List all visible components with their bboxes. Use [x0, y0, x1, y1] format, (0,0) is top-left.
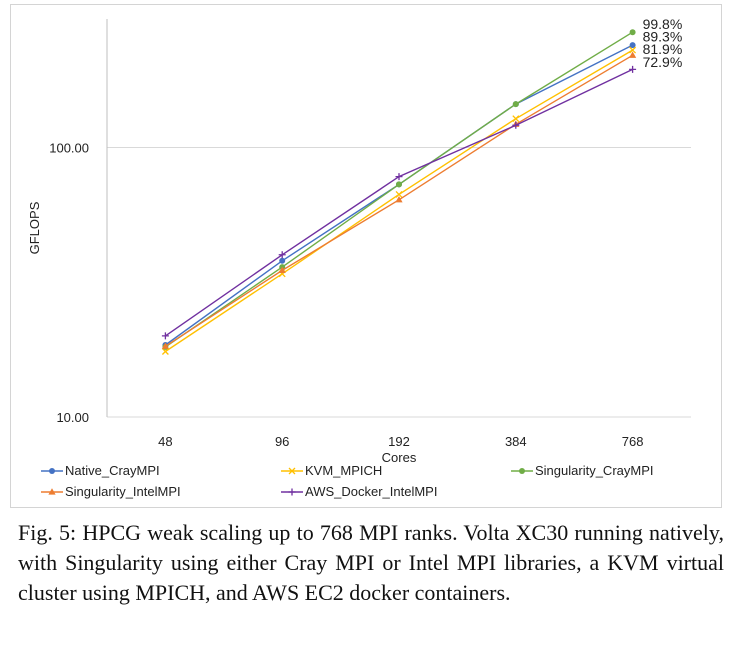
x-tick-label: 192	[388, 434, 410, 449]
legend-label: AWS_Docker_IntelMPI	[305, 484, 437, 499]
series-line	[165, 68, 633, 337]
chart-frame: 10.00 100.00 48 96 192 384 768 Cores GFLOPS 99.8…	[10, 4, 722, 508]
data-point	[278, 251, 286, 259]
series-singularity-intelmpi	[161, 51, 637, 349]
label-layer: 99.8%89.3%81.9%72.9%	[643, 16, 683, 70]
data-point	[396, 181, 402, 188]
legend-marker	[48, 488, 56, 495]
data-point	[161, 342, 169, 349]
series-aws-docker-intelmpi	[161, 65, 637, 340]
series-line	[165, 31, 633, 348]
data-point	[629, 42, 636, 49]
data-point	[629, 51, 637, 58]
data-point	[395, 173, 403, 181]
data-point	[395, 190, 403, 198]
legend-item: Native_CrayMPI	[41, 463, 160, 478]
x-tick-label: 768	[622, 434, 644, 449]
x-tick-label: 96	[275, 434, 289, 449]
y-tick-label: 10.00	[56, 410, 89, 425]
data-point	[279, 257, 286, 264]
legend-item: AWS_Docker_IntelMPI	[281, 484, 437, 499]
axis-layer: 10.00 100.00 48 96 192 384 768 Cores GFLOPS	[27, 19, 643, 465]
y-axis-title: GFLOPS	[27, 201, 42, 254]
efficiency-label: 89.3%	[643, 29, 683, 45]
legend-label: Native_CrayMPI	[65, 463, 160, 478]
legend-marker	[519, 468, 525, 474]
legend-label: Singularity_CrayMPI	[535, 463, 654, 478]
data-point	[629, 46, 637, 54]
data-point	[629, 65, 637, 73]
legend-marker	[49, 468, 55, 474]
data-point	[161, 332, 169, 340]
grid-layer	[107, 147, 691, 418]
x-tick-label: 384	[505, 434, 527, 449]
efficiency-label: 72.9%	[643, 54, 683, 70]
legend-item: Singularity_CrayMPI	[511, 463, 654, 478]
legend-marker	[288, 488, 296, 496]
hpcg-scaling-chart: 10.00 100.00 48 96 192 384 768 Cores GFLOPS 99.8…	[27, 16, 691, 499]
legend-item: KVM_MPICH	[281, 463, 382, 478]
legend-marker	[288, 467, 296, 475]
legend: Native_CrayMPI KVM_MPICH Singularity_CrayM…	[41, 463, 654, 499]
x-axis-title: Cores	[382, 450, 417, 465]
series-layer	[161, 29, 637, 355]
data-point	[512, 115, 520, 123]
data-point	[512, 101, 519, 108]
y-tick-label: 100.00	[49, 141, 89, 156]
data-point	[395, 195, 403, 203]
efficiency-label: 81.9%	[643, 41, 683, 57]
figure-caption: Fig. 5: HPCG weak scaling up to 768 MPI …	[18, 520, 724, 605]
efficiency-label: 99.8%	[643, 16, 683, 32]
data-point	[161, 348, 169, 355]
data-point	[512, 121, 520, 129]
legend-label: Singularity_IntelMPI	[65, 484, 181, 499]
x-tick-label: 48	[158, 434, 172, 449]
data-point	[278, 266, 286, 274]
legend-item: Singularity_IntelMPI	[41, 484, 181, 499]
legend-label: KVM_MPICH	[305, 463, 382, 478]
data-point	[629, 29, 636, 36]
